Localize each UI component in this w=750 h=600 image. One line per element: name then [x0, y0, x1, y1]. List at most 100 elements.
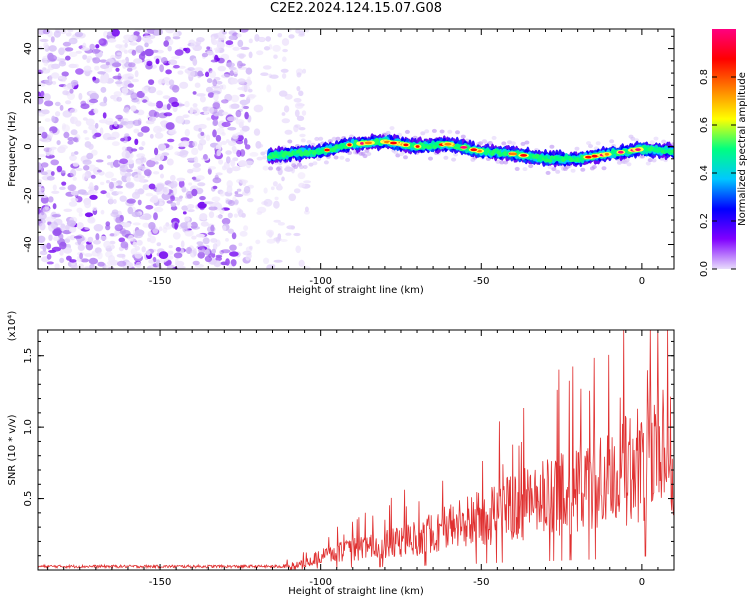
- signal-band: [543, 155, 548, 160]
- noise-speckle: [68, 226, 77, 233]
- noise-speckle: [116, 253, 126, 258]
- noise-speckle: [93, 185, 99, 191]
- snr-x-axis-label: Height of straight line (km): [288, 586, 424, 597]
- noise-speckle: [162, 227, 168, 234]
- noise-speckle: [156, 242, 162, 247]
- noise-speckle: [51, 63, 61, 69]
- noise-speckle: [80, 103, 90, 110]
- signal-halo: [653, 136, 659, 141]
- noise-speckle: [136, 153, 146, 159]
- noise-speckle: [187, 168, 194, 174]
- noise-speckle: [184, 128, 190, 137]
- noise-speckle: [111, 209, 119, 215]
- colorbar-tick-label: 0.4: [699, 165, 710, 181]
- signal-halo: [591, 165, 597, 169]
- noise-speckle: [59, 257, 65, 264]
- noise-speckle: [123, 34, 133, 40]
- noise-speckle: [132, 119, 142, 127]
- noise-speckle: [180, 140, 190, 147]
- signal-halo: [335, 136, 341, 141]
- noise-speckle: [210, 36, 215, 44]
- noise-speckle: [199, 139, 207, 146]
- noise-speckle: [204, 255, 213, 263]
- noise-speckle: [215, 134, 222, 142]
- noise-speckle: [256, 156, 263, 161]
- noise-speckle: [171, 101, 180, 108]
- noise-speckle: [167, 250, 174, 255]
- noise-speckle: [69, 154, 77, 161]
- noise-speckle: [248, 38, 253, 44]
- noise-speckle: [54, 263, 60, 269]
- noise-speckle: [138, 146, 144, 151]
- noise-speckle: [180, 240, 185, 248]
- noise-speckle: [212, 102, 221, 110]
- signal-halo: [285, 165, 291, 170]
- noise-speckle: [70, 79, 79, 86]
- noise-speckle: [38, 179, 42, 183]
- noise-speckle: [187, 221, 192, 229]
- signal-halo: [395, 153, 401, 158]
- noise-speckle: [265, 36, 272, 42]
- noise-speckle: [43, 42, 49, 50]
- noise-speckle: [221, 99, 229, 104]
- signal-halo: [316, 157, 322, 161]
- noise-speckle: [210, 238, 218, 243]
- noise-speckle: [183, 119, 191, 125]
- noise-speckle: [59, 250, 64, 256]
- noise-speckle: [108, 181, 114, 189]
- noise-speckle: [190, 221, 198, 229]
- signal-halo: [298, 165, 304, 170]
- noise-speckle: [172, 187, 178, 196]
- noise-speckle: [288, 34, 295, 39]
- noise-speckle: [84, 253, 93, 257]
- noise-speckle: [298, 30, 305, 36]
- noise-speckle: [84, 266, 90, 269]
- noise-speckle: [77, 244, 85, 252]
- noise-speckle: [234, 191, 239, 195]
- signal-halo: [447, 129, 453, 134]
- noise-speckle: [100, 209, 105, 215]
- noise-speckle: [55, 111, 61, 117]
- noise-speckle: [186, 204, 195, 209]
- noise-speckle: [93, 108, 99, 114]
- noise-speckle: [99, 127, 104, 135]
- noise-speckle: [190, 42, 196, 49]
- noise-speckle: [83, 165, 90, 171]
- noise-speckle: [82, 173, 89, 181]
- noise-speckle: [165, 29, 175, 34]
- noise-speckle: [227, 126, 237, 131]
- noise-speckle: [298, 259, 305, 267]
- noise-speckle: [138, 53, 146, 61]
- noise-speckle: [168, 59, 178, 65]
- noise-speckle: [272, 44, 281, 52]
- noise-speckle: [114, 224, 124, 232]
- noise-speckle: [170, 174, 176, 181]
- noise-speckle: [131, 191, 141, 199]
- colorbar-ticks: 0.0 0.2 0.4 0.6 0.8: [699, 69, 736, 277]
- noise-speckle: [208, 166, 217, 170]
- noise-speckle: [67, 29, 74, 33]
- noise-speckle: [167, 45, 172, 52]
- y-tick-label: -20: [23, 187, 34, 203]
- noise-speckle: [93, 224, 104, 232]
- noise-speckle: [238, 242, 243, 247]
- signal-halo: [428, 156, 433, 161]
- noise-speckle: [111, 131, 120, 139]
- noise-speckle: [76, 222, 84, 230]
- noise-speckle: [115, 185, 123, 189]
- noise-speckle: [221, 74, 231, 79]
- noise-speckle: [205, 134, 211, 142]
- noise-speckle: [237, 209, 244, 218]
- noise-speckle: [215, 80, 223, 85]
- noise-speckle: [166, 200, 173, 204]
- noise-speckle: [41, 215, 47, 219]
- noise-speckle: [192, 103, 198, 108]
- x-tick-label: -100: [309, 577, 332, 588]
- noise-speckle: [129, 42, 138, 46]
- signal-hotspot-core: [617, 150, 624, 154]
- noise-speckle: [48, 223, 55, 232]
- noise-speckle: [296, 86, 301, 92]
- noise-speckle: [176, 200, 181, 206]
- noise-speckle: [228, 263, 233, 269]
